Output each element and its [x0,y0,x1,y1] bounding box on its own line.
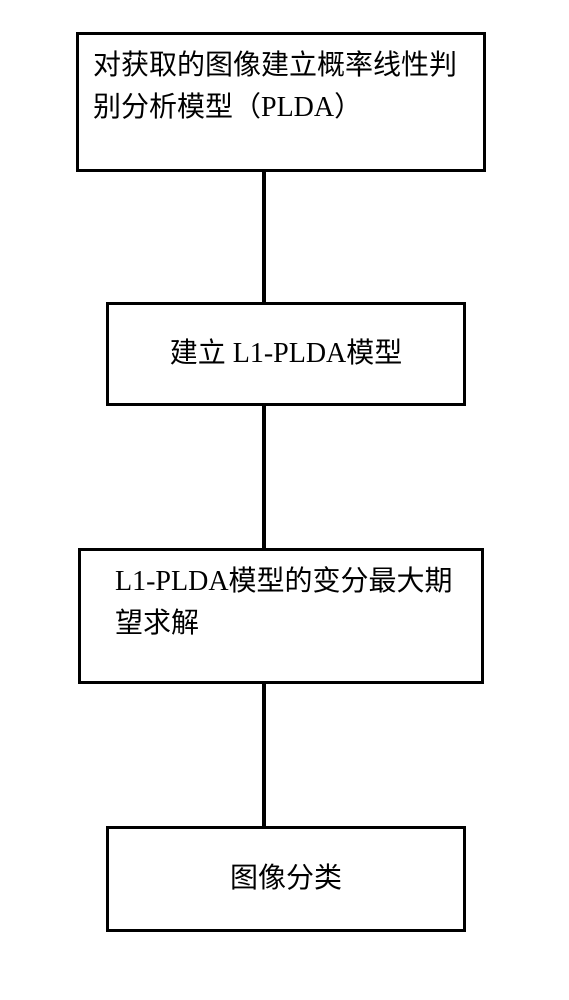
edge-n2-n3 [262,406,266,548]
node-1-text: 对获取的图像建立概率线性判别分析模型（PLDA） [93,45,469,129]
node-3-text: L1-PLDA模型的变分最大期望求解 [115,561,467,645]
flowchart-canvas: 对获取的图像建立概率线性判别分析模型（PLDA） 建立 L1-PLDA模型 L1… [0,0,569,1000]
flowchart-node-3: L1-PLDA模型的变分最大期望求解 [78,548,484,684]
node-4-text: 图像分类 [230,858,342,900]
edge-n3-n4 [262,684,266,826]
flowchart-node-4: 图像分类 [106,826,466,932]
flowchart-node-1: 对获取的图像建立概率线性判别分析模型（PLDA） [76,32,486,172]
node-2-text: 建立 L1-PLDA模型 [170,333,403,375]
flowchart-node-2: 建立 L1-PLDA模型 [106,302,466,406]
edge-n1-n2 [262,172,266,302]
